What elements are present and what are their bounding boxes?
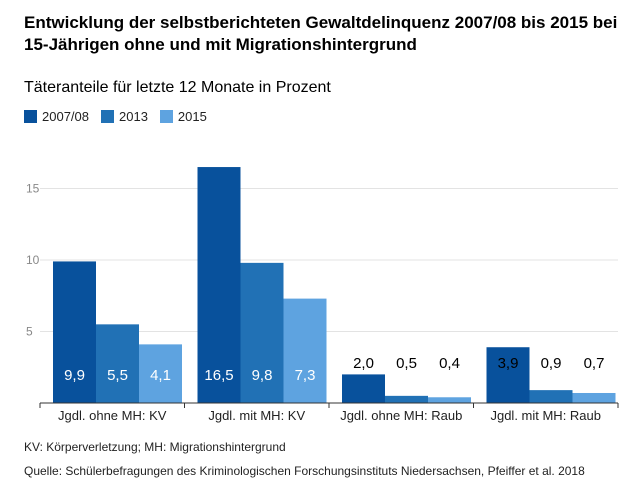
legend-item-2007-08: 2007/08 (24, 109, 89, 124)
x-tick-label: Jgdl. mit MH: KV (208, 408, 305, 423)
data-label: 4,1 (150, 367, 171, 384)
data-label: 5,5 (107, 367, 128, 384)
bar (385, 395, 428, 403)
chart-subtitle: Täteranteile für letzte 12 Monate in Pro… (24, 79, 331, 96)
legend-label-2007-08: 2007/08 (42, 109, 89, 124)
data-label: 9,9 (64, 367, 85, 384)
x-tick-label: Jgdl. mit MH: Raub (490, 408, 601, 423)
legend-item-2015: 2015 (159, 109, 207, 124)
bar (529, 390, 573, 403)
bar (486, 347, 530, 403)
data-label: 0,9 (541, 355, 562, 372)
legend-item-2013: 2013 (101, 109, 148, 124)
footnote-source: Quelle: Schülerbefragungen des Kriminolo… (24, 464, 585, 478)
legend: 2007/08 2013 2015 (24, 109, 207, 124)
bar (96, 324, 139, 403)
bar (428, 397, 471, 403)
legend-swatch-2013 (101, 110, 114, 123)
legend-label-2013: 2013 (119, 109, 148, 124)
chart-title: Entwicklung der selbstberichteten Gewalt… (24, 13, 618, 54)
data-label: 3,9 (498, 355, 519, 372)
bar (572, 392, 616, 403)
bar (342, 374, 385, 403)
y-tick-label: 10 (26, 253, 40, 267)
legend-swatch-2015 (159, 110, 173, 123)
bar (139, 344, 182, 403)
y-tick-label: 5 (26, 325, 33, 339)
footnote-abbreviations: KV: Körperverletzung; MH: Migrationshint… (24, 440, 286, 454)
bar (283, 298, 327, 403)
x-tick-label: Jgdl. ohne MH: KV (58, 408, 167, 423)
data-label: 2,0 (353, 355, 374, 372)
bar (53, 261, 96, 403)
data-label: 7,3 (295, 367, 316, 384)
x-tick-label: Jgdl. ohne MH: Raub (340, 408, 462, 423)
y-tick-label: 15 (26, 182, 40, 196)
legend-label-2015: 2015 (177, 109, 207, 124)
data-label: 16,5 (204, 367, 233, 384)
data-label: 0,5 (396, 355, 417, 372)
legend-swatch-2007-08 (24, 110, 37, 123)
bar (197, 167, 241, 403)
data-label: 0,7 (584, 355, 605, 372)
bar (240, 262, 284, 403)
data-label: 0,4 (439, 355, 460, 372)
data-label: 9,8 (252, 367, 273, 384)
